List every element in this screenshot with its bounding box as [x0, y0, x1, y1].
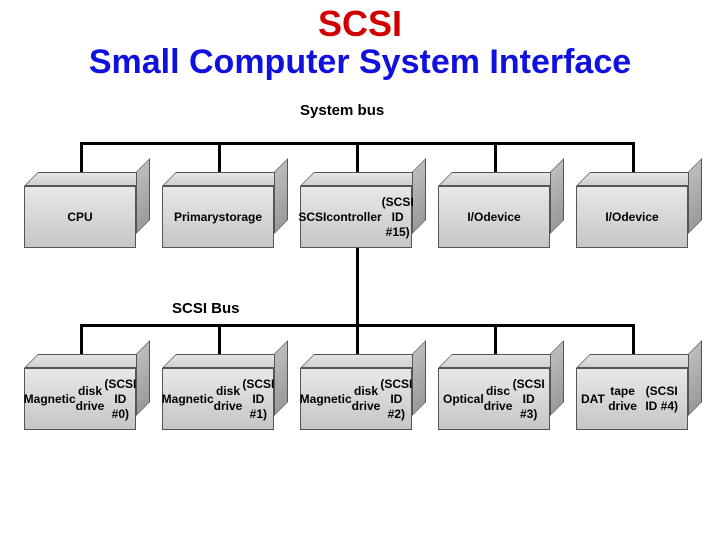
box-front-face: Opticaldisc drive(SCSI ID #3): [438, 368, 550, 430]
connector-line: [356, 248, 359, 324]
box-side-face: [550, 340, 564, 416]
box-top-face: [438, 172, 564, 186]
connector-line: [356, 142, 359, 172]
box-front-face: Magneticdisk drive(SCSI ID #2): [300, 368, 412, 430]
box-side-face: [274, 340, 288, 416]
box-side-face: [550, 158, 564, 234]
box-side-face: [688, 158, 702, 234]
system-bus-label: System bus: [300, 102, 384, 119]
connector-line: [218, 142, 221, 172]
connector-line: [218, 324, 221, 354]
scsi-diagram: System bus SCSI Bus CPU Primarystorage SCSIc…: [0, 100, 720, 500]
system-box-4: I/Odevice: [576, 172, 688, 234]
box-front-face: Magneticdisk drive(SCSI ID #1): [162, 368, 274, 430]
connector-line: [80, 324, 83, 354]
box-side-face: [136, 158, 150, 234]
connector-line: [356, 324, 359, 354]
system-box-3: I/Odevice: [438, 172, 550, 234]
box-top-face: [162, 172, 288, 186]
box-front-face: SCSIcontroller(SCSI ID #15): [300, 186, 412, 248]
connector-line: [494, 324, 497, 354]
system-box-1: Primarystorage: [162, 172, 274, 234]
box-front-face: Primarystorage: [162, 186, 274, 248]
box-top-face: [438, 354, 564, 368]
scsi-box-3: Opticaldisc drive(SCSI ID #3): [438, 354, 550, 416]
title-block: SCSI Small Computer System Interface: [0, 0, 720, 81]
scsi-box-1: Magneticdisk drive(SCSI ID #1): [162, 354, 274, 416]
box-top-face: [24, 172, 150, 186]
scsi-bus-label: SCSI Bus: [172, 300, 240, 317]
box-front-face: I/Odevice: [438, 186, 550, 248]
system-box-2: SCSIcontroller(SCSI ID #15): [300, 172, 412, 234]
system-box-0: CPU: [24, 172, 136, 234]
title-main: SCSI: [0, 4, 720, 44]
box-front-face: DATtape drive(SCSI ID #4): [576, 368, 688, 430]
box-top-face: [576, 172, 702, 186]
box-side-face: [412, 340, 426, 416]
box-top-face: [24, 354, 150, 368]
connector-line: [80, 142, 83, 172]
title-sub: Small Computer System Interface: [0, 44, 720, 81]
box-front-face: I/Odevice: [576, 186, 688, 248]
box-front-face: Magneticdisk drive(SCSI ID #0): [24, 368, 136, 430]
box-top-face: [162, 354, 288, 368]
scsi-box-2: Magneticdisk drive(SCSI ID #2): [300, 354, 412, 416]
connector-line: [632, 142, 635, 172]
box-top-face: [300, 172, 426, 186]
scsi-box-0: Magneticdisk drive(SCSI ID #0): [24, 354, 136, 416]
box-side-face: [136, 340, 150, 416]
scsi-box-4: DATtape drive(SCSI ID #4): [576, 354, 688, 416]
box-front-face: CPU: [24, 186, 136, 248]
connector-line: [632, 324, 635, 354]
box-side-face: [688, 340, 702, 416]
connector-line: [494, 142, 497, 172]
box-side-face: [412, 158, 426, 234]
box-side-face: [274, 158, 288, 234]
box-top-face: [300, 354, 426, 368]
box-top-face: [576, 354, 702, 368]
